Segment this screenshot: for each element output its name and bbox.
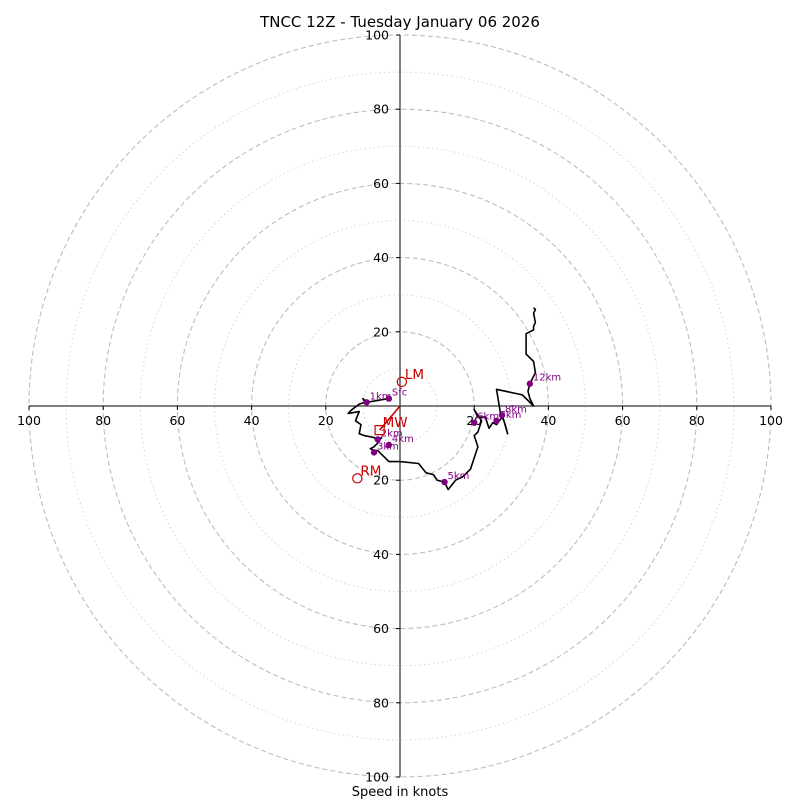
hodograph-trace (347, 307, 537, 491)
height-marker-7km (493, 417, 500, 425)
y-tick-label-up-20: 20 (373, 324, 389, 339)
y-tick-label-up-100: 100 (365, 28, 389, 43)
x-tick-label-right-60: 60 (615, 413, 631, 428)
x-tick-label-left-40: 40 (244, 413, 260, 428)
y-tick-label-up-60: 60 (373, 176, 389, 191)
height-marker-8km (498, 412, 506, 419)
motion-label-rm: RM (360, 463, 381, 479)
y-tick-label-up-40: 40 (373, 250, 389, 265)
x-tick-label-right-40: 40 (540, 413, 556, 428)
motion-marker-mw (374, 425, 385, 436)
motion-label-lm: LM (405, 367, 424, 383)
x-tick-label-right-100: 100 (759, 413, 783, 428)
y-tick-label-down-40: 40 (373, 547, 389, 562)
height-marker-3km (370, 449, 378, 456)
height-label-8km: 8km (505, 404, 527, 415)
motion-marker-rm (352, 473, 363, 484)
x-tick-label-left-60: 60 (169, 413, 185, 428)
height-label-1km: 1km (370, 391, 392, 402)
height-label-6km: 6km (477, 412, 499, 423)
y-tick-label-up-80: 80 (373, 102, 389, 117)
height-label-5km: 5km (448, 471, 470, 482)
height-marker-4km (385, 441, 393, 449)
x-tick-label-left-100: 100 (17, 413, 41, 428)
height-marker-6km (471, 419, 478, 426)
height-marker-5km (441, 478, 448, 486)
height-label-7km: 7km (499, 410, 521, 421)
height-marker-12km (526, 380, 534, 387)
height-label-2km: 2km (381, 428, 403, 439)
height-marker-sfc (385, 395, 393, 402)
y-tick-label-down-100: 100 (365, 770, 389, 785)
x-tick-label-left-80: 80 (95, 413, 111, 428)
height-marker-1km (363, 399, 370, 406)
motion-label-mw: MW (383, 415, 408, 431)
chart-title: TNCC 12Z - Tuesday January 06 2026 (259, 13, 540, 31)
x-axis-label: Speed in knots (352, 785, 449, 800)
y-tick-label-down-20: 20 (373, 473, 389, 488)
height-label-4km: 4km (392, 434, 414, 445)
x-tick-label-right-80: 80 (689, 413, 705, 428)
height-label-sfc: Sfc (392, 388, 407, 399)
y-tick-label-down-60: 60 (373, 621, 389, 636)
motion-marker-lm (396, 376, 408, 388)
y-tick-label-down-80: 80 (373, 695, 389, 710)
storm-motion-markers: LM RM MW (352, 367, 424, 484)
height-markers: Sfc1km2km3km4km5km6km7km8km12km (363, 373, 561, 486)
height-label-12km: 12km (533, 373, 561, 384)
height-marker-2km (374, 436, 381, 443)
x-tick-label-left-20: 20 (318, 413, 334, 428)
